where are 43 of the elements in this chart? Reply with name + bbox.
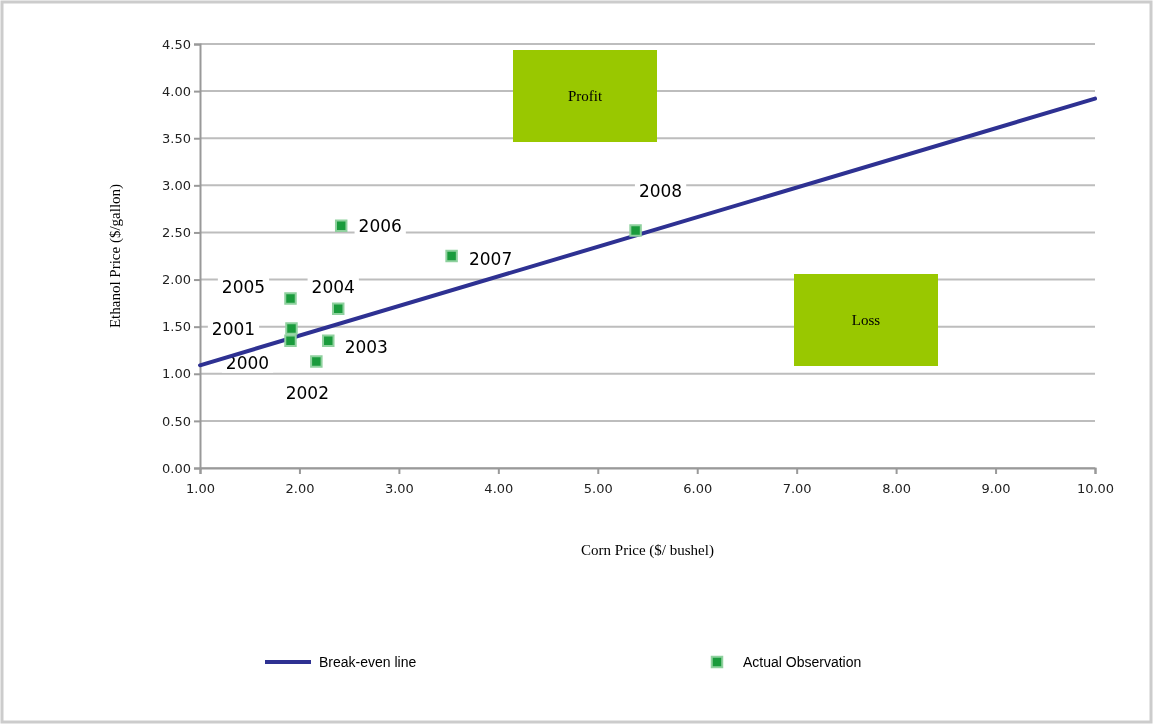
y-tick-label: 0.50 — [162, 413, 191, 429]
point — [322, 334, 335, 348]
y-tick-label: 0.00 — [162, 460, 191, 476]
annotation: Profit — [567, 88, 603, 105]
point — [284, 292, 297, 305]
annotation: 2001 — [211, 318, 256, 339]
x-tick-label: 10.00 — [1076, 480, 1115, 496]
annotation: 2007 — [468, 248, 513, 269]
y-tick-label: 3.50 — [162, 130, 191, 146]
point — [629, 224, 642, 237]
x-axis-title: Corn Price ($/ bushel) — [581, 542, 714, 559]
legend-label: Break-even line — [319, 653, 417, 670]
annotation: Loss — [851, 312, 881, 329]
annotation: 2005 — [221, 277, 266, 298]
point — [445, 249, 458, 263]
x-tick-label: 5.00 — [583, 480, 613, 496]
point — [284, 334, 297, 348]
annotation: 2003 — [344, 336, 388, 357]
x-tick-label: 3.00 — [384, 480, 414, 496]
y-tick-label: 2.00 — [162, 272, 191, 288]
y-tick-label: 4.00 — [162, 83, 191, 99]
annotation: 2002 — [285, 383, 329, 404]
y-axis-title: Ethanol Price ($/gallon) — [107, 183, 124, 329]
x-tick-label: 2.00 — [285, 480, 315, 496]
point — [331, 302, 345, 316]
annotation: 2006 — [358, 215, 402, 236]
y-tick-label: 4.50 — [162, 36, 191, 52]
point — [310, 355, 323, 368]
legend-label: Actual Observation — [743, 653, 862, 670]
y-tick-label: 1.50 — [162, 319, 191, 335]
point — [285, 322, 298, 335]
y-tick-label: 2.50 — [162, 225, 191, 241]
x-tick-label: 8.00 — [882, 480, 912, 496]
x-tick-label: 1.00 — [186, 480, 215, 496]
x-tick-label: 9.00 — [981, 480, 1011, 496]
x-tick-label: 4.00 — [484, 480, 514, 496]
x-tick-label: 6.00 — [683, 480, 713, 496]
annotation: 2004 — [311, 276, 355, 297]
annotation: 2008 — [638, 180, 683, 201]
x-tick-label: 7.00 — [782, 480, 812, 496]
y-tick-label: 3.00 — [162, 177, 191, 193]
point — [334, 219, 348, 233]
y-tick-label: 1.00 — [162, 366, 191, 382]
